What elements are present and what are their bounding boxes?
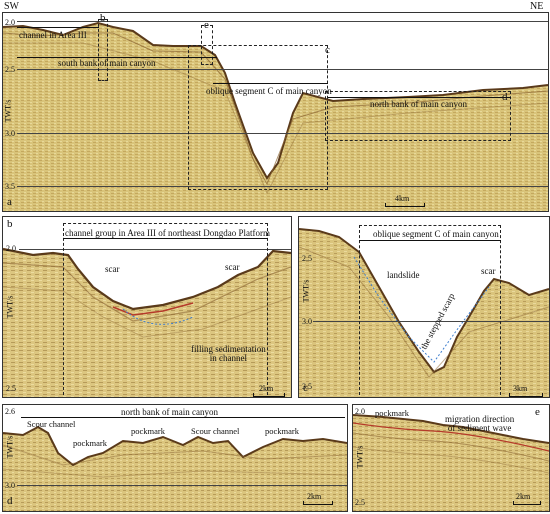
panel-e-scale-bar [513, 501, 541, 505]
panel-a-box-e-label: e [204, 19, 209, 31]
panel-d-tick-2.6: 2.6 [5, 407, 15, 416]
panel-d-tick-3.0: 3.0 [5, 481, 15, 490]
orientation-sw-label: SW [4, 1, 19, 12]
panel-a-tick-3.5: 3.5 [5, 182, 15, 191]
panel-d-title: north bank of main canyon [121, 407, 218, 417]
panel-a-gridline-1 [17, 21, 548, 22]
panel-b-scar-right: scar [225, 262, 240, 272]
panel-c-gridline-1 [313, 321, 549, 322]
panel-b-tick-2.0: 2.0 [6, 244, 16, 253]
panel-a-northbank-label: north bank of main canyon [370, 99, 467, 109]
panel-c-tick-3.5: 3.5 [302, 382, 312, 391]
panel-d-pockmark-3: pockmark [265, 426, 299, 436]
panel-a-southbank-label: south bank of main canyon [58, 58, 156, 68]
panel-c-landslide-label: landslide [387, 270, 420, 280]
panel-b-dashed-bracket [63, 223, 268, 395]
panel-a-seismic-profile: 2.0 2.5 3.0 3.5 TWT/s b e c d channel in… [2, 12, 549, 212]
panel-c-tick-2.5: 2.5 [302, 254, 312, 263]
panel-d-scale-label: 2km [307, 492, 322, 501]
panel-e-seismic-image [353, 405, 549, 511]
panel-a-tick-2.5: 2.5 [5, 65, 15, 74]
panel-b-scale-label: 2km [259, 384, 274, 393]
panel-a-box-c-label: c [325, 44, 330, 56]
panel-e-tick-2.5: 2.5 [355, 498, 365, 507]
panel-d-seismic-image [3, 405, 347, 511]
panel-b-filling-label: filling sedimentation in channel [191, 344, 266, 364]
panel-a-label: a [7, 196, 12, 208]
panel-e-scale-label: 2km [516, 492, 531, 501]
panel-b-scale-bar [253, 393, 285, 397]
panel-e-pockmark-label: pockmark [375, 408, 409, 418]
panel-a-scale-bar [385, 203, 425, 207]
panel-d-gridline-1 [17, 485, 347, 486]
panel-d-seismic-profile: 2.6 3.0 TWT/s north bank of main canyon … [2, 404, 348, 512]
panel-a-oblique-arrow [213, 83, 328, 84]
panel-b-label: b [7, 218, 13, 230]
panel-c-dashed-bracket [359, 225, 501, 395]
panel-b-scar-left: scar [105, 264, 120, 274]
panel-a-gridline-3 [17, 133, 548, 134]
panel-b-gridline-1 [19, 249, 291, 250]
panel-c-axis-label: TWT/s [301, 279, 311, 303]
panel-b-tick-2.5: 2.5 [6, 384, 16, 393]
panel-a-gridline-4 [17, 186, 548, 187]
panel-d-pockmark-2: pockmark [131, 426, 165, 436]
panel-a-channel-label: channel in Area III [19, 30, 87, 40]
panel-a-seismic-image [3, 13, 548, 211]
panel-a-gridline-2 [17, 69, 548, 70]
panel-d-scale-bar [303, 501, 333, 505]
orientation-ne-label: NE [530, 1, 544, 12]
panel-a-southbank-arrow [17, 57, 217, 58]
panel-a-tick-2.0: 2.0 [5, 18, 15, 27]
panel-b-seismic-image [3, 217, 291, 397]
panel-b-seismic-profile: 2.0 2.5 TWT/s channel group in Area III … [2, 216, 292, 398]
panel-a-scale-label: 4km [395, 194, 410, 203]
panel-a-oblique-label: oblique segment C of main canyon [206, 86, 332, 96]
panel-b-title-arrow [63, 238, 268, 239]
panel-c-scar-label: scar [481, 266, 496, 276]
panel-a-channel-arrow [17, 27, 99, 28]
panel-c-tick-3.0: 3.0 [302, 317, 312, 326]
panel-e-tick-2.0: 2.0 [355, 407, 365, 416]
panel-e-axis-label: TWT/s [355, 445, 365, 469]
panel-d-title-arrow [21, 417, 345, 418]
panel-c-title-arrow [359, 240, 501, 241]
panel-d-axis-label: TWT/s [5, 435, 15, 459]
panel-c-title: oblique segment C of main canyon [373, 229, 499, 239]
panel-a-northbank-arrow [328, 97, 511, 98]
panel-d-scour-channel-1: Scour channel [27, 419, 76, 429]
panel-e-label: e [535, 406, 540, 418]
panel-a-tick-3.0: 3.0 [5, 129, 15, 138]
panel-d-pockmark-1: pockmark [73, 438, 107, 448]
panel-e-migration-label: migration direction of sediment wave [445, 414, 515, 434]
panel-b-axis-label: TWT/s [5, 295, 15, 319]
panel-c-label: c [303, 382, 308, 394]
panel-c-scale-label: 3km [513, 384, 528, 393]
panel-d-scour-channel-2: Scour channel [191, 426, 240, 436]
panel-a-box-b [98, 19, 108, 81]
panel-e-migration-text: migration direction of sediment wave [445, 414, 515, 434]
panel-c-seismic-image [299, 217, 549, 397]
panel-a-box-c [188, 45, 328, 190]
panel-b-filling-text: filling sedimentation in channel [191, 344, 266, 364]
panel-c-scale-bar [509, 393, 543, 397]
panel-c-seismic-profile: 2.5 3.0 3.5 TWT/s oblique segment C of m… [298, 216, 550, 398]
panel-a-box-b-label: b [100, 12, 106, 24]
panel-b-title: channel group in Area III of northeast D… [65, 228, 270, 238]
panel-e-seismic-profile: 2.0 2.5 TWT/s pockmark migration directi… [352, 404, 550, 512]
panel-a-box-d [325, 91, 511, 141]
panel-d-label: d [7, 495, 13, 507]
panel-a-axis-label: TWT/s [3, 99, 13, 123]
